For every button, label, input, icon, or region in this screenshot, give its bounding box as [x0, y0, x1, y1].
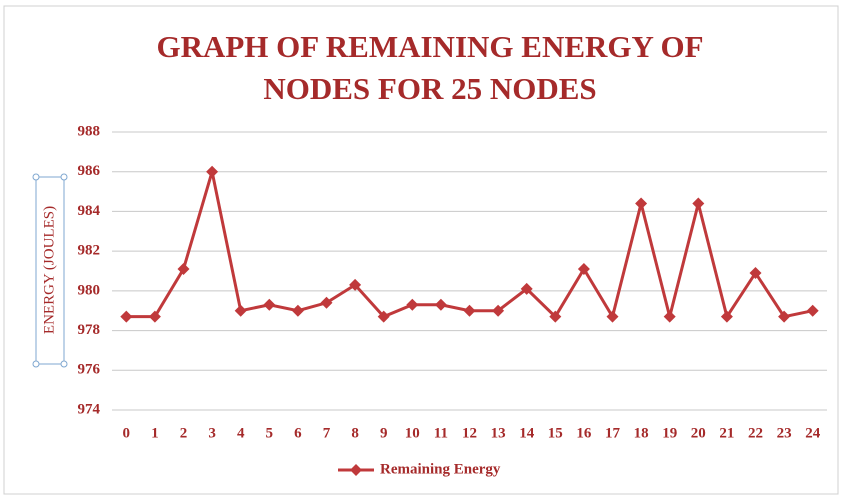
x-tick-label: 7	[323, 425, 331, 441]
x-tick-label: 4	[237, 425, 245, 441]
x-tick-label: 21	[719, 425, 734, 441]
chart-title: GRAPH OF REMAINING ENERGY OF	[156, 29, 703, 64]
y-tick-label: 988	[78, 123, 101, 139]
x-tick-label: 23	[777, 425, 792, 441]
marker	[377, 310, 390, 323]
handle[interactable]	[32, 173, 40, 181]
x-tick-label: 15	[548, 425, 563, 441]
marker	[434, 298, 447, 311]
y-axis-label: ENERGY (JOULES)	[41, 206, 57, 334]
marker	[720, 310, 733, 323]
selection-box[interactable]	[35, 176, 65, 365]
chart-title: NODES FOR 25 NODES	[263, 71, 596, 106]
handle[interactable]	[60, 173, 68, 181]
marker	[463, 304, 476, 317]
x-tick-label: 12	[462, 425, 477, 441]
marker	[635, 197, 648, 210]
marker	[520, 282, 533, 295]
x-tick-label: 8	[351, 425, 359, 441]
x-tick-label: 0	[123, 425, 131, 441]
x-tick-label: 5	[266, 425, 274, 441]
marker	[663, 310, 676, 323]
x-tick-label: 19	[662, 425, 677, 441]
chart-frame	[3, 5, 839, 495]
x-tick-label: 2	[180, 425, 188, 441]
marker	[692, 197, 705, 210]
y-tick-label: 976	[78, 362, 101, 378]
marker	[206, 165, 219, 178]
legend-label: Remaining Energy	[380, 461, 501, 477]
x-tick-label: 20	[691, 425, 706, 441]
marker	[406, 298, 419, 311]
marker	[806, 304, 819, 317]
x-tick-label: 17	[605, 425, 621, 441]
marker	[263, 298, 276, 311]
marker	[234, 304, 247, 317]
y-tick-label: 974	[78, 401, 101, 417]
marker	[749, 266, 762, 279]
legend-marker	[350, 464, 362, 476]
x-tick-label: 11	[434, 425, 448, 441]
y-tick-label: 980	[78, 282, 101, 298]
x-tick-label: 24	[805, 425, 821, 441]
x-tick-label: 1	[151, 425, 159, 441]
marker	[492, 304, 505, 317]
x-tick-label: 10	[405, 425, 420, 441]
marker	[549, 310, 562, 323]
y-tick-label: 982	[78, 243, 101, 259]
x-tick-label: 13	[491, 425, 506, 441]
marker	[148, 310, 161, 323]
x-tick-label: 16	[576, 425, 592, 441]
marker	[320, 296, 333, 309]
x-tick-label: 3	[208, 425, 216, 441]
marker	[606, 310, 619, 323]
marker	[177, 263, 190, 276]
marker	[778, 310, 791, 323]
x-tick-label: 6	[294, 425, 302, 441]
x-tick-label: 22	[748, 425, 763, 441]
y-tick-label: 978	[78, 322, 101, 338]
handle[interactable]	[32, 360, 40, 368]
marker	[291, 304, 304, 317]
handle[interactable]	[60, 360, 68, 368]
x-tick-label: 18	[634, 425, 649, 441]
x-tick-label: 9	[380, 425, 388, 441]
y-tick-label: 986	[78, 163, 101, 179]
marker	[349, 278, 362, 291]
marker	[577, 263, 590, 276]
x-tick-label: 14	[519, 425, 535, 441]
y-tick-label: 984	[78, 203, 101, 219]
marker	[120, 310, 133, 323]
